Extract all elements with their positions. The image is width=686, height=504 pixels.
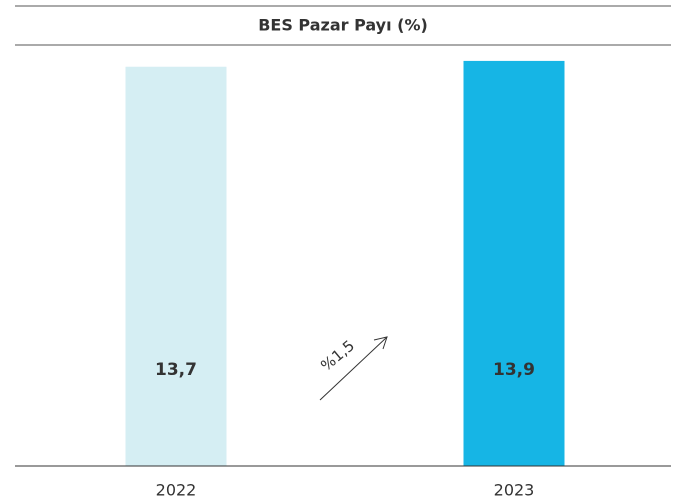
chart-title: BES Pazar Payı (%) xyxy=(258,16,428,35)
x-tick-label: 2022 xyxy=(156,481,197,500)
value-label: 13,9 xyxy=(493,360,535,380)
annotation: %1,5 xyxy=(317,336,358,374)
x-tick-label: 2023 xyxy=(494,481,535,500)
arrow-head xyxy=(373,336,388,350)
arrow xyxy=(319,336,388,401)
value-label: 13,7 xyxy=(155,360,197,380)
bar xyxy=(125,66,227,466)
bar xyxy=(463,60,565,467)
